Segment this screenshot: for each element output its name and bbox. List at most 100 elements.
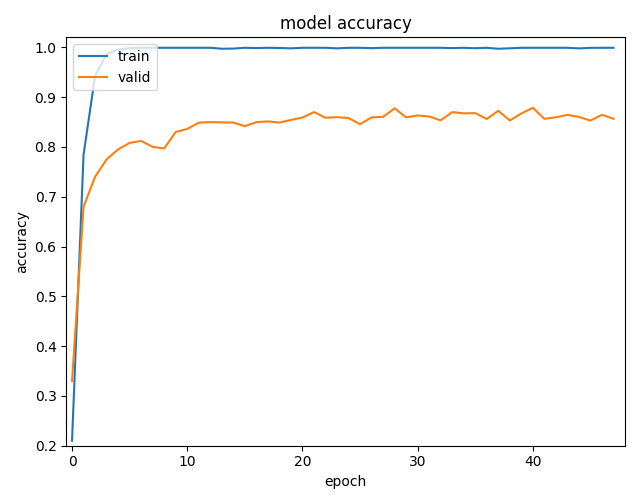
valid [253, 119, 260, 125]
train [184, 45, 191, 51]
train [437, 45, 445, 51]
valid [380, 114, 387, 120]
valid [172, 129, 180, 135]
train [345, 45, 353, 51]
valid [529, 105, 537, 111]
train [241, 45, 249, 51]
valid [310, 109, 318, 115]
train [518, 45, 525, 51]
valid [552, 114, 560, 120]
train [575, 45, 583, 51]
Line: train: train [72, 48, 614, 440]
train [472, 45, 479, 51]
train [195, 45, 203, 51]
train [495, 46, 502, 52]
Line: valid: valid [72, 108, 614, 381]
train [149, 45, 157, 51]
valid [483, 116, 491, 122]
train [529, 45, 537, 51]
train [414, 45, 422, 51]
valid [345, 115, 353, 121]
Title: model accuracy: model accuracy [280, 15, 412, 33]
valid [218, 119, 226, 125]
valid [610, 116, 618, 122]
valid [241, 123, 249, 129]
valid [472, 110, 479, 116]
train [587, 45, 595, 51]
train [598, 45, 606, 51]
Y-axis label: accuracy: accuracy [15, 210, 29, 273]
valid [391, 105, 399, 111]
train [115, 46, 122, 52]
valid [356, 121, 364, 127]
train [80, 152, 88, 158]
valid [299, 114, 307, 120]
valid [541, 116, 548, 122]
train [460, 45, 468, 51]
valid [126, 140, 134, 146]
valid [115, 146, 122, 152]
train [564, 45, 572, 51]
valid [68, 378, 76, 384]
valid [276, 119, 284, 125]
train [483, 45, 491, 51]
train [264, 45, 272, 51]
valid [264, 118, 272, 124]
train [552, 45, 560, 51]
valid [195, 119, 203, 125]
train [218, 46, 226, 52]
train [541, 45, 548, 51]
train [610, 45, 618, 51]
valid [460, 110, 468, 116]
train [506, 45, 514, 51]
train [391, 45, 399, 51]
valid [598, 112, 606, 118]
valid [287, 117, 295, 123]
train [230, 45, 237, 51]
train [253, 45, 260, 51]
valid [437, 117, 445, 123]
valid [368, 114, 376, 120]
train [68, 437, 76, 444]
valid [449, 109, 456, 115]
valid [103, 156, 111, 162]
train [403, 45, 410, 51]
valid [414, 112, 422, 118]
valid [403, 114, 410, 120]
valid [575, 114, 583, 120]
valid [426, 113, 433, 119]
train [368, 45, 376, 51]
train [310, 45, 318, 51]
train [172, 45, 180, 51]
valid [207, 119, 214, 125]
Legend: train, valid: train, valid [73, 44, 157, 90]
train [207, 45, 214, 51]
valid [322, 115, 330, 121]
valid [230, 119, 237, 125]
train [126, 45, 134, 51]
train [449, 45, 456, 51]
train [276, 45, 284, 51]
valid [333, 114, 341, 120]
valid [495, 108, 502, 114]
valid [587, 117, 595, 123]
train [103, 51, 111, 57]
train [426, 45, 433, 51]
valid [184, 126, 191, 132]
train [299, 45, 307, 51]
valid [149, 144, 157, 150]
valid [506, 117, 514, 123]
train [322, 45, 330, 51]
train [161, 45, 168, 51]
valid [518, 110, 525, 116]
train [333, 45, 341, 51]
train [287, 45, 295, 51]
valid [161, 145, 168, 151]
valid [80, 204, 88, 210]
train [138, 45, 145, 51]
train [92, 73, 99, 79]
valid [92, 174, 99, 180]
train [356, 45, 364, 51]
train [380, 45, 387, 51]
valid [564, 112, 572, 118]
